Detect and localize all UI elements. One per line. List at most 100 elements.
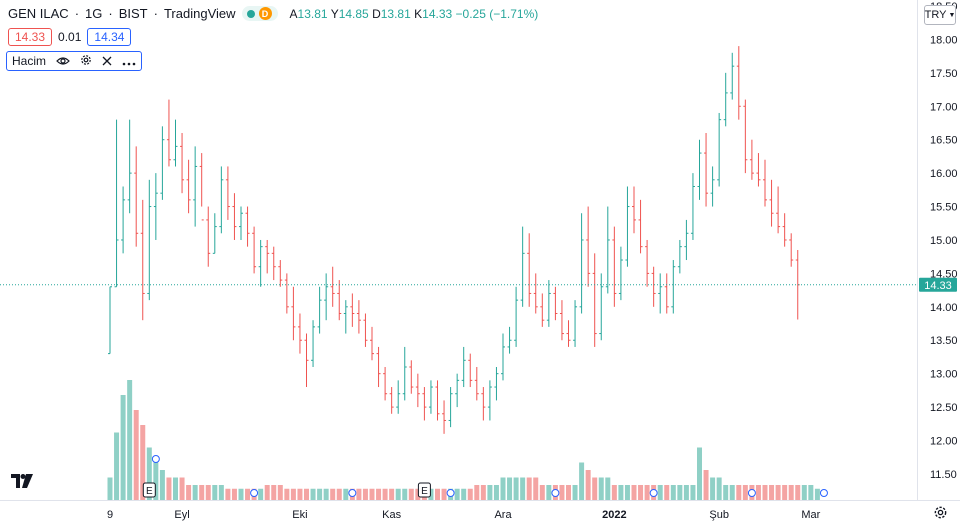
ohlc-bar — [127, 119, 132, 214]
volume-bar — [710, 477, 716, 500]
volume-bar — [703, 470, 709, 500]
sell-button[interactable]: 14.33 — [8, 28, 53, 46]
currency-select[interactable]: TRY ▼ — [924, 5, 956, 25]
ohlc-bar — [625, 186, 630, 267]
volume-bar — [559, 485, 565, 500]
ohlc-bar — [763, 159, 767, 207]
gear-icon[interactable] — [80, 54, 92, 68]
volume-bar — [258, 488, 264, 500]
volume-bar — [225, 488, 231, 500]
ohlc-bar — [743, 99, 748, 174]
time-tick-label: Eyl — [174, 509, 189, 521]
volume-bar — [454, 488, 460, 500]
volume-bar — [644, 485, 650, 500]
volume-bar — [369, 488, 375, 500]
ohlc-bar — [291, 286, 296, 341]
ohlc-bar — [782, 213, 787, 247]
ohlc-bar — [684, 219, 689, 261]
price-tick-label: 16.00 — [930, 168, 958, 180]
ohlc-bar — [186, 159, 191, 214]
volume-bar — [140, 425, 146, 500]
separator: · — [153, 6, 158, 21]
event-circle-icon — [747, 489, 756, 497]
ohlc-bar — [599, 273, 604, 341]
more-icon[interactable] — [122, 55, 136, 68]
ohlc-bar — [664, 273, 669, 314]
separator: · — [74, 6, 80, 21]
volume-bar — [382, 488, 388, 500]
ohlc-bar — [370, 326, 374, 361]
ohlc-bar — [461, 346, 466, 388]
volume-bar — [814, 488, 820, 500]
volume-bar — [284, 488, 290, 500]
last-price-label: 14.33 — [924, 280, 952, 292]
ohlc-bar — [468, 353, 473, 388]
ohlc-bar — [448, 387, 453, 428]
close-icon[interactable] — [102, 55, 112, 68]
volume-bar — [323, 488, 329, 500]
volume-bar — [775, 485, 781, 500]
ohlc-bar — [147, 179, 152, 301]
volume-bar — [173, 477, 178, 500]
volume-bar — [742, 485, 748, 500]
volume-bar — [546, 485, 552, 500]
currency-label: TRY — [924, 9, 947, 21]
volume-bar — [507, 477, 513, 500]
volume-label: Hacim — [12, 54, 47, 68]
volume-bar — [402, 488, 408, 500]
ohlc-bar — [311, 320, 316, 367]
volume-bar — [526, 477, 532, 500]
time-tick-label: 9 — [107, 509, 113, 521]
high-value: 14.85 — [338, 6, 369, 21]
ohlc-bar — [455, 373, 460, 408]
event-circle-icon — [819, 489, 828, 497]
volume-bar — [690, 485, 696, 500]
buy-button[interactable]: 14.34 — [87, 28, 132, 46]
ohlc-bar — [271, 246, 276, 281]
ohlc-bar — [363, 313, 368, 347]
spread-value: 0.01 — [58, 30, 82, 44]
volume-bar — [808, 485, 814, 500]
ohlc-bar — [776, 186, 781, 234]
time-axis: 9 Eyl Eki Kas Ara 2022 Şub Mar — [107, 509, 821, 521]
time-tick-label: Mar — [801, 509, 820, 521]
market-status[interactable]: D — [241, 6, 278, 21]
volume-bar — [592, 477, 598, 500]
ohlc-bar — [579, 213, 584, 314]
volume-bar — [487, 485, 493, 500]
price-tick-label: 18.00 — [930, 34, 958, 46]
event-circle-icon — [250, 489, 259, 497]
ohlc-bar — [330, 266, 335, 307]
volume-bar — [192, 485, 198, 500]
volume-indicator-legend[interactable]: Hacim — [6, 51, 143, 71]
ohlc-bar — [121, 186, 126, 254]
symbol-legend: GEN ILAC · 1G · BIST · TradingView D A13… — [8, 6, 538, 21]
volume-bar — [114, 432, 120, 500]
interval-label[interactable]: 1G — [85, 6, 103, 21]
volume-bar — [769, 485, 775, 500]
price-tick-label: 15.00 — [930, 235, 958, 247]
price-tick-label: 13.00 — [930, 369, 958, 381]
ohlc-bar — [690, 173, 695, 240]
price-tick-label: 11.50 — [930, 469, 957, 481]
ohlc-bar — [723, 72, 728, 127]
ohlc-bar — [225, 166, 230, 220]
volume-bar — [435, 488, 440, 500]
ohlc-bar — [586, 206, 591, 287]
volume-bar — [127, 380, 133, 500]
symbol-name[interactable]: GEN ILAC — [8, 6, 69, 21]
tradingview-logo-icon[interactable] — [11, 474, 33, 492]
volume-bar — [723, 485, 729, 500]
time-tick-label: 2022 — [602, 509, 626, 521]
ohlc-bar — [422, 387, 427, 421]
chart-settings-gear-icon[interactable] — [933, 505, 948, 524]
eye-icon[interactable] — [56, 55, 70, 68]
price-tick-label: 12.00 — [930, 436, 958, 448]
exchange-label: BIST — [118, 6, 148, 21]
event-circle-icon — [649, 489, 658, 497]
volume-bar — [697, 447, 702, 500]
delayed-badge: D — [258, 7, 272, 20]
volume-bar — [415, 488, 421, 500]
